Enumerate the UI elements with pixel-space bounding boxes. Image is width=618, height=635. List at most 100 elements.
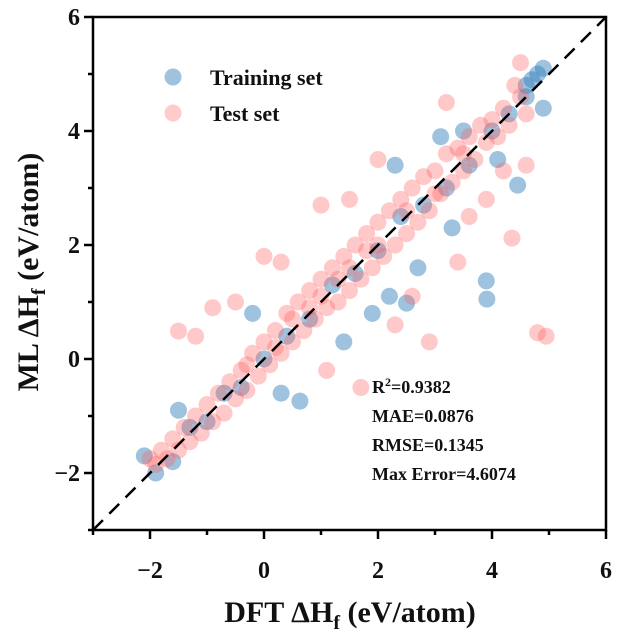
training-point <box>386 156 404 174</box>
test-point <box>346 236 364 254</box>
test-point <box>472 116 490 134</box>
training-point <box>534 99 552 117</box>
test-point <box>517 105 535 123</box>
test-point <box>415 168 433 186</box>
training-point <box>478 290 496 308</box>
training-point <box>215 384 233 402</box>
test-point <box>152 441 170 459</box>
training-point <box>363 304 381 322</box>
test-point <box>306 310 324 328</box>
test-point <box>318 361 336 379</box>
test-point <box>352 270 370 288</box>
test-point <box>460 128 478 146</box>
test-point <box>494 99 512 117</box>
test-point <box>409 213 427 231</box>
legend-marker-test <box>164 104 182 122</box>
y-tick-label: 6 <box>68 5 80 31</box>
test-point <box>506 76 524 94</box>
test-point <box>432 185 450 203</box>
test-point <box>449 139 467 157</box>
y-tick-label: 2 <box>68 233 80 259</box>
test-point <box>420 333 438 351</box>
test-point <box>323 259 341 277</box>
test-point <box>204 413 222 431</box>
training-point <box>415 196 433 214</box>
x-tick-label: 6 <box>600 558 612 584</box>
test-point <box>392 190 410 208</box>
test-point <box>477 190 495 208</box>
training-point <box>369 242 387 260</box>
test-point <box>500 116 518 134</box>
test-point <box>301 299 319 317</box>
test-point <box>512 88 529 106</box>
test-point <box>386 236 404 254</box>
test-point <box>426 185 444 203</box>
test-point <box>272 344 290 362</box>
test-point <box>272 253 290 271</box>
test-point <box>398 225 415 243</box>
test-point <box>255 333 273 351</box>
y-axis-title: ML ΔHf (eV/atom) <box>12 153 50 392</box>
legend-label-test: Test set <box>210 101 280 126</box>
training-point <box>198 413 216 431</box>
r2-annotation: R2=0.9382 <box>372 375 451 397</box>
test-point <box>204 299 222 317</box>
test-point <box>295 322 313 339</box>
legend-marker-training <box>164 68 182 86</box>
test-point <box>341 259 358 277</box>
test-point <box>318 299 336 317</box>
test-point <box>403 179 421 197</box>
training-point <box>181 418 199 436</box>
test-point <box>503 229 521 247</box>
test-point <box>284 310 301 328</box>
test-point <box>329 293 347 311</box>
test-point <box>369 151 387 168</box>
training-point <box>529 65 547 83</box>
test-point <box>517 156 535 174</box>
training-point <box>460 156 478 174</box>
test-point <box>215 404 233 422</box>
legend-label-training: Training set <box>210 65 323 90</box>
x-tick-label: 2 <box>372 558 384 584</box>
training-point <box>455 122 472 140</box>
test-point <box>312 196 330 214</box>
test-point <box>341 282 358 300</box>
x-axis-title: DFT ΔHf (eV/atom) <box>224 596 476 634</box>
training-point <box>409 259 427 277</box>
test-point <box>352 379 370 396</box>
test-point <box>261 356 279 374</box>
training-point <box>170 401 187 419</box>
y-tick-label: −2 <box>54 461 80 487</box>
test-point <box>489 128 507 146</box>
x-tick-label: −2 <box>137 558 163 584</box>
test-point <box>164 430 182 448</box>
test-point <box>329 270 347 288</box>
rmse-annotation: RMSE=0.1345 <box>372 435 484 455</box>
training-point <box>323 276 341 294</box>
test-point <box>227 390 244 408</box>
test-point <box>380 202 398 220</box>
test-point <box>460 208 478 225</box>
test-point <box>537 327 555 345</box>
test-point <box>363 259 381 277</box>
y-tick-label: 4 <box>68 119 80 145</box>
training-point <box>380 287 398 305</box>
test-point <box>187 407 205 425</box>
mae-annotation: MAE=0.0876 <box>372 406 474 426</box>
test-point <box>512 54 529 72</box>
training-point <box>147 464 165 482</box>
test-point <box>158 450 176 468</box>
training-point <box>291 392 309 410</box>
test-point <box>192 424 210 442</box>
test-point <box>494 162 512 180</box>
training-point <box>443 219 461 237</box>
test-point <box>386 316 404 334</box>
training-point <box>272 384 290 402</box>
training-point <box>398 294 415 312</box>
test-point <box>529 324 547 342</box>
training-point <box>346 265 364 282</box>
test-point <box>403 287 421 305</box>
test-point <box>477 133 495 151</box>
test-point <box>141 450 159 468</box>
